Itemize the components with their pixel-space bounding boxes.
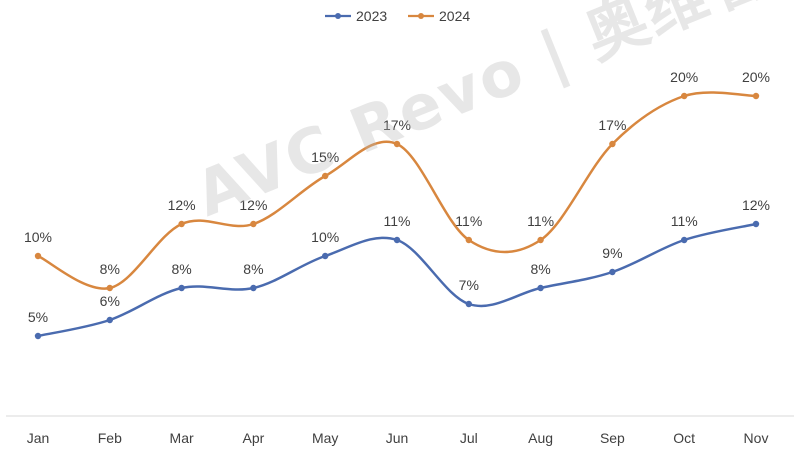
point-2024-Oct xyxy=(681,92,688,100)
data-label-2024-Feb: 8% xyxy=(100,261,120,277)
x-tick-sep: Sep xyxy=(600,430,625,446)
x-tick-feb: Feb xyxy=(98,430,122,446)
data-label-2023-Aug: 8% xyxy=(530,261,550,277)
data-label-2024-Mar: 12% xyxy=(168,197,196,213)
data-label-2023-Mar: 8% xyxy=(171,261,191,277)
point-2024-Sep xyxy=(609,140,616,148)
data-label-2023-May: 10% xyxy=(311,229,339,245)
x-tick-jul: Jul xyxy=(460,430,478,446)
x-tick-nov: Nov xyxy=(744,430,769,446)
legend-label-2024: 2024 xyxy=(439,8,470,24)
data-label-2024-Apr: 12% xyxy=(239,197,267,213)
x-tick-oct: Oct xyxy=(673,430,695,446)
x-tick-jun: Jun xyxy=(386,430,409,446)
x-tick-labels: Jan Feb Mar Apr May Jun Jul Aug Sep Oct Nov xyxy=(27,430,769,446)
data-label-2023-Apr: 8% xyxy=(243,261,263,277)
x-tick-jan: Jan xyxy=(27,430,50,446)
data-label-2023-Nov: 12% xyxy=(742,197,770,213)
point-2023-Jan xyxy=(34,332,42,340)
point-2023-Jun xyxy=(393,236,401,244)
data-label-2024-Jan: 10% xyxy=(24,229,52,245)
point-2023-Jul xyxy=(465,300,472,308)
point-2023-Mar xyxy=(178,284,185,292)
x-tick-apr: Apr xyxy=(243,430,265,446)
point-2023-Oct xyxy=(681,236,688,244)
x-tick-may: May xyxy=(312,430,338,446)
data-label-2024-Nov: 20% xyxy=(742,69,770,85)
point-2023-Aug xyxy=(537,284,544,292)
data-label-2024-Aug: 11% xyxy=(527,213,554,229)
point-2023-Nov xyxy=(752,220,760,228)
point-2023-Feb xyxy=(106,316,114,324)
data-labels: 5% 6% 8% 8% 10% 11% 7% 8% 9% 11% 12% 10% 8% 12% 12% 15%… xyxy=(24,69,770,325)
series-points xyxy=(34,92,760,340)
point-2024-Mar xyxy=(178,220,185,228)
data-label-2024-Jun: 17% xyxy=(383,117,411,133)
point-2023-Sep xyxy=(609,268,616,276)
point-2023-May xyxy=(322,252,329,260)
point-2024-Jan xyxy=(34,252,42,260)
data-label-2024-May: 15% xyxy=(311,149,339,165)
data-label-2023-Jan: 5% xyxy=(28,309,48,325)
data-label-2023-Feb: 6% xyxy=(100,293,120,309)
legend-label-2023: 2023 xyxy=(356,8,387,24)
x-tick-aug: Aug xyxy=(528,430,553,446)
point-2024-Jun xyxy=(393,140,401,148)
data-label-2024-Oct: 20% xyxy=(670,69,698,85)
point-2023-Apr xyxy=(250,284,257,292)
point-2024-Apr xyxy=(250,220,257,228)
point-2024-Feb xyxy=(106,284,114,292)
legend-marker-2023 xyxy=(335,13,341,19)
data-label-2023-Jul: 7% xyxy=(459,277,479,293)
legend-marker-2024 xyxy=(418,13,424,19)
data-label-2024-Sep: 17% xyxy=(598,117,626,133)
x-tick-mar: Mar xyxy=(170,430,194,446)
data-label-2024-Jul: 11% xyxy=(455,213,482,229)
legend: 2023 2024 xyxy=(325,8,470,24)
point-2024-May xyxy=(322,172,329,180)
point-2024-Aug xyxy=(537,236,544,244)
point-2024-Nov xyxy=(752,92,760,100)
data-label-2023-Sep: 9% xyxy=(602,245,622,261)
point-2024-Jul xyxy=(465,236,472,244)
data-label-2023-Oct: 11% xyxy=(671,213,698,229)
data-label-2023-Jun: 11% xyxy=(384,213,411,229)
